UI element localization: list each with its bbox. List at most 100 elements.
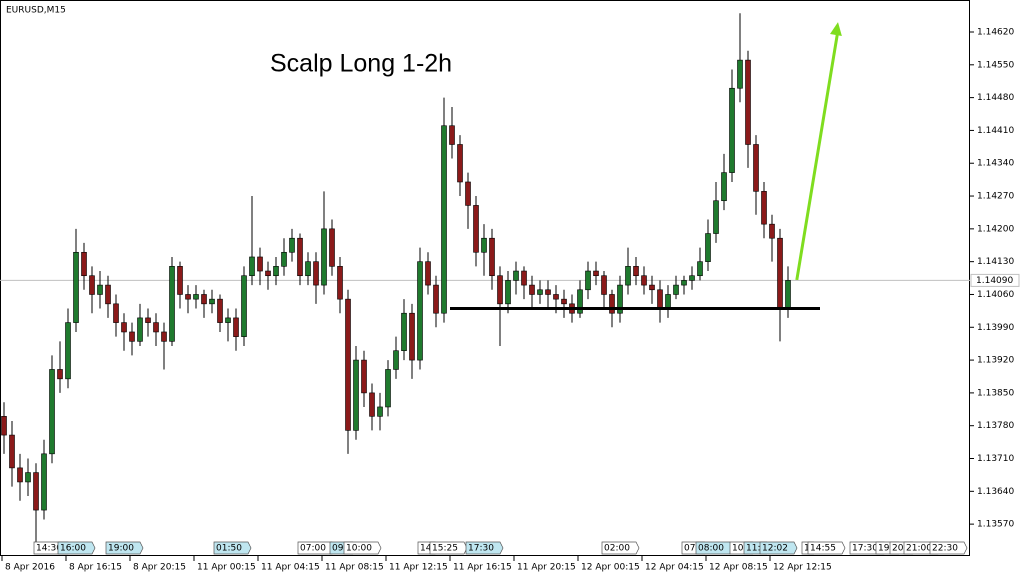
current-price-box xyxy=(970,273,1020,287)
candle-body xyxy=(89,275,95,295)
candle-body xyxy=(497,275,503,305)
candle-body xyxy=(273,266,279,277)
candle-body xyxy=(241,275,247,337)
candle-body xyxy=(1,416,7,436)
y-tick-label: 1.14410 xyxy=(977,126,1014,136)
candle-body xyxy=(665,294,671,309)
y-tick-label: 1.13640 xyxy=(977,487,1014,497)
y-tick-label: 1.14550 xyxy=(977,60,1014,70)
arrow-head xyxy=(830,22,842,36)
y-tick-label: 1.14340 xyxy=(977,159,1014,169)
candle-body xyxy=(425,261,431,286)
event-marker xyxy=(57,541,96,555)
y-tick-label: 1.14620 xyxy=(977,27,1014,37)
candle-body xyxy=(393,350,399,370)
candle-body xyxy=(9,434,15,469)
candle-body xyxy=(649,284,655,291)
candle-body xyxy=(577,289,583,314)
candle-body xyxy=(305,261,311,277)
candle-body xyxy=(377,406,383,417)
candle-body xyxy=(457,144,463,183)
candle-body xyxy=(81,251,87,277)
candle-body xyxy=(537,289,543,295)
candle-body xyxy=(57,369,63,380)
y-tick-label: 1.13990 xyxy=(977,323,1014,333)
y-tick-label: 1.13710 xyxy=(977,454,1014,464)
event-marker-label: 20: xyxy=(892,544,906,554)
arrow-shaft xyxy=(795,29,840,281)
event-marker xyxy=(929,541,968,555)
candle-body xyxy=(329,228,335,267)
candle-body xyxy=(441,125,447,314)
event-marker xyxy=(759,541,798,555)
candle-body xyxy=(737,59,743,89)
candle-body xyxy=(593,270,599,277)
event-marker xyxy=(601,541,640,555)
plot-frame xyxy=(0,0,970,556)
candle-body xyxy=(25,472,31,483)
candle-body xyxy=(625,266,631,286)
candle-body xyxy=(409,312,415,361)
candle-body xyxy=(289,237,295,253)
candle-body xyxy=(641,275,647,286)
candle-body xyxy=(481,237,487,253)
candle-body xyxy=(769,223,775,239)
candle-body xyxy=(545,289,551,295)
candle-body xyxy=(561,298,567,305)
current-price-label: 1.14090 xyxy=(976,276,1013,286)
candle-body xyxy=(385,369,391,408)
candle-body xyxy=(761,191,767,225)
x-tick-label: 12 Apr 12:15 xyxy=(773,563,832,573)
event-marker xyxy=(807,541,846,555)
event-marker-label: 07: xyxy=(684,544,698,554)
candle-body xyxy=(233,317,239,337)
candle-body xyxy=(321,228,327,286)
event-marker-label: 01:50 xyxy=(216,544,242,554)
event-marker xyxy=(429,541,468,555)
event-marker-label: 16:00 xyxy=(60,544,86,554)
candle-body xyxy=(473,205,479,253)
event-marker-label: 02:00 xyxy=(604,544,630,554)
event-marker-label: 17:30 xyxy=(468,544,494,554)
candle-body xyxy=(697,261,703,277)
candle-body xyxy=(689,275,695,281)
event-marker-label: 17:30 xyxy=(852,544,878,554)
candle-body xyxy=(281,251,287,267)
candle-body xyxy=(713,200,719,234)
candle-body xyxy=(161,331,167,342)
candle-body xyxy=(673,284,679,295)
event-marker-label: 10: xyxy=(732,544,746,554)
y-tick-label: 1.14130 xyxy=(977,257,1014,267)
candles xyxy=(1,13,791,548)
candle-body xyxy=(601,275,607,295)
candle-body xyxy=(585,270,591,291)
candle-body xyxy=(249,256,255,277)
candle-body xyxy=(785,280,791,309)
event-marker-label: 21:00 xyxy=(906,544,932,554)
event-marker-label: 22:30 xyxy=(932,544,958,554)
candle-body xyxy=(753,144,759,192)
event-marker xyxy=(213,541,252,555)
x-tick-label: 12 Apr 04:15 xyxy=(645,563,704,573)
event-marker-label: 19: xyxy=(878,544,892,554)
candle-body xyxy=(529,284,535,295)
x-tick-label: 11 Apr 04:15 xyxy=(261,563,320,573)
candle-body xyxy=(257,256,263,272)
event-marker-label: 11: xyxy=(746,544,760,554)
candle-body xyxy=(729,87,735,173)
y-tick-label: 1.13780 xyxy=(977,421,1014,431)
event-marker-label: 14:30 xyxy=(36,544,62,554)
candle-body xyxy=(337,266,343,300)
candle-body xyxy=(449,125,455,145)
candle-body xyxy=(217,298,223,323)
event-marker-label: 1 xyxy=(804,544,810,554)
x-tick-label: 11 Apr 00:15 xyxy=(197,563,256,573)
candle-body xyxy=(609,294,615,314)
x-tick-label: 8 Apr 20:15 xyxy=(133,563,186,573)
candle-body xyxy=(113,303,119,323)
candle-body xyxy=(361,359,367,394)
candle-body xyxy=(137,317,143,342)
x-tick-label: 12 Apr 00:15 xyxy=(581,563,640,573)
